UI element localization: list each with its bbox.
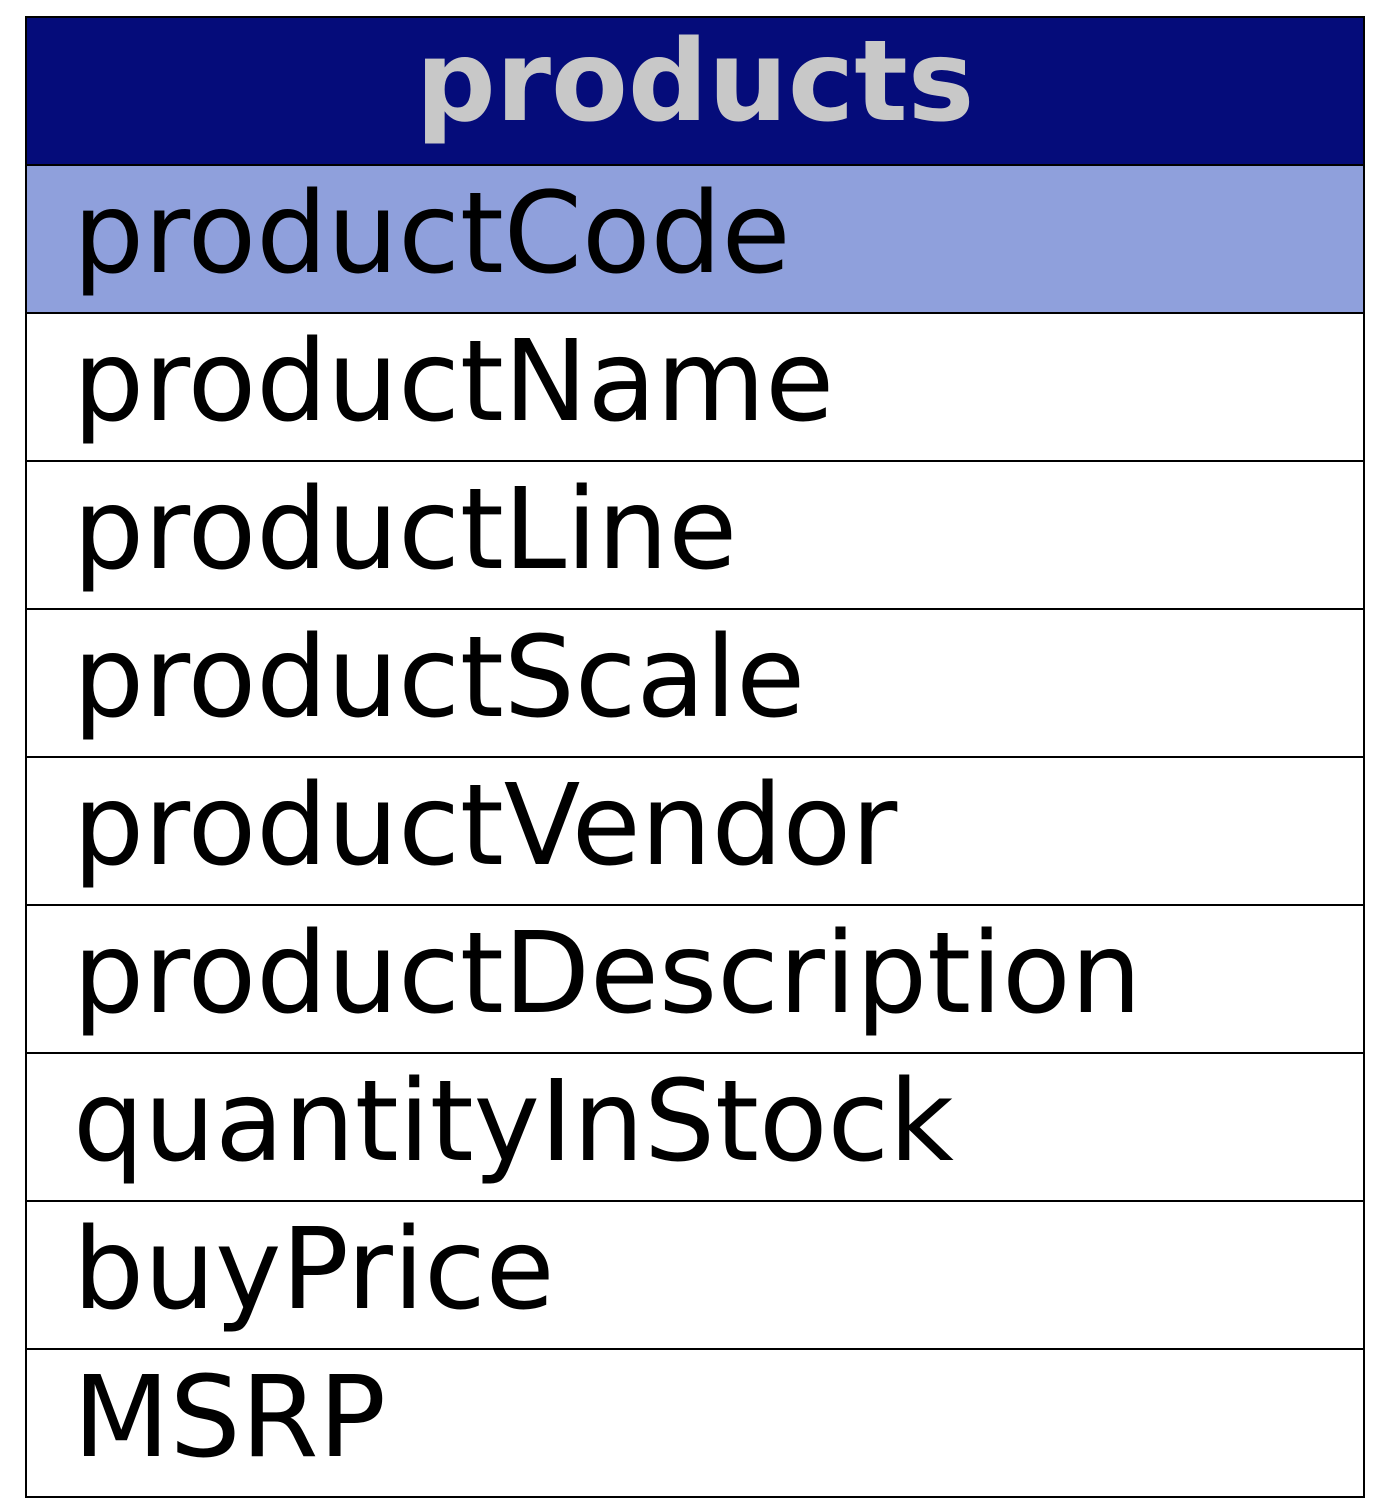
field-name: quantityInStock bbox=[73, 1057, 954, 1187]
field-row-buyprice: buyPrice bbox=[27, 1202, 1363, 1350]
field-row-productdescription: productDescription bbox=[27, 906, 1363, 1054]
field-row-productvendor: productVendor bbox=[27, 758, 1363, 906]
table-title: products bbox=[415, 17, 975, 147]
field-name: MSRP bbox=[73, 1353, 387, 1483]
field-name: buyPrice bbox=[73, 1205, 555, 1335]
field-name: productLine bbox=[73, 465, 738, 595]
products-table-entity: products productCode productName product… bbox=[25, 16, 1365, 1498]
table-header: products bbox=[27, 18, 1363, 166]
field-name: productScale bbox=[73, 613, 806, 743]
field-row-productline: productLine bbox=[27, 462, 1363, 610]
field-row-msrp: MSRP bbox=[27, 1350, 1363, 1496]
field-list: productCode productName productLine prod… bbox=[27, 166, 1363, 1496]
field-row-quantityinstock: quantityInStock bbox=[27, 1054, 1363, 1202]
field-row-productscale: productScale bbox=[27, 610, 1363, 758]
field-name: productDescription bbox=[73, 909, 1142, 1039]
field-name: productCode bbox=[73, 169, 791, 299]
field-row-productcode: productCode bbox=[27, 166, 1363, 314]
field-name: productVendor bbox=[73, 761, 898, 891]
field-name: productName bbox=[73, 317, 835, 447]
field-row-productname: productName bbox=[27, 314, 1363, 462]
